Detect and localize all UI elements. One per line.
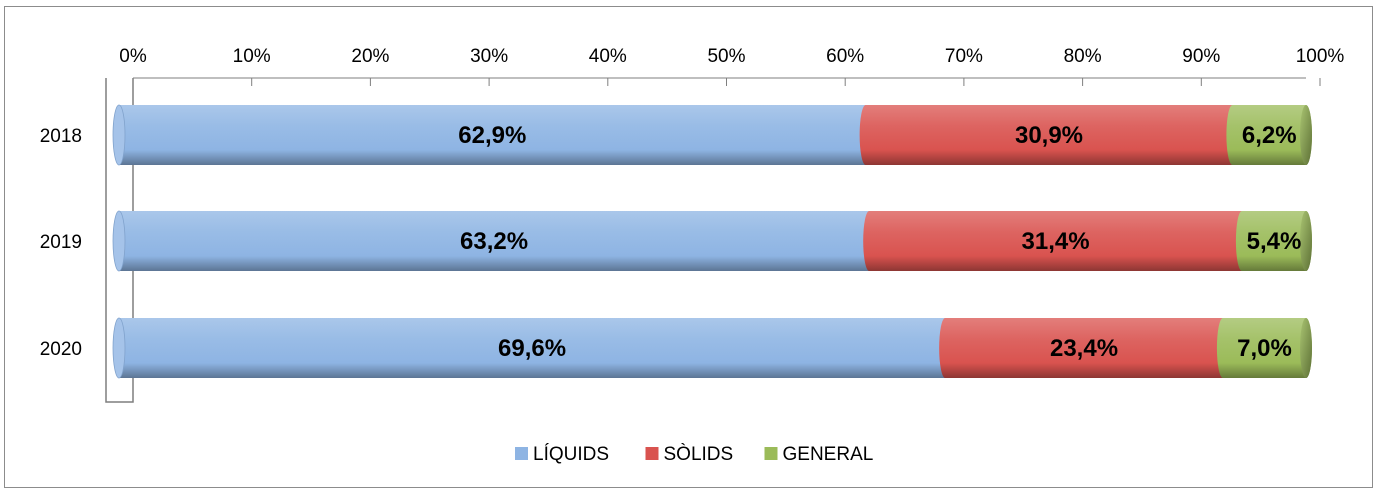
- data-label: 69,6%: [498, 335, 566, 362]
- bar-segment-general: [1226, 105, 1312, 166]
- data-label: 30,9%: [1015, 122, 1083, 149]
- bar-segment-líquids: [113, 105, 872, 166]
- x-tick-label: 90%: [1182, 46, 1220, 67]
- bar-segment-líquids: [113, 211, 876, 271]
- bar-left-cap: [112, 210, 126, 272]
- x-tick-label: 20%: [351, 46, 389, 67]
- bar-right-cap: [1300, 318, 1312, 378]
- legend-label: GENERAL: [783, 444, 874, 465]
- x-tick-label: 0%: [119, 46, 147, 67]
- legend-swatch-sòlids: [645, 447, 659, 460]
- category-label: 2018: [40, 126, 82, 147]
- legend-label: LÍQUIDS: [533, 444, 609, 465]
- bar-left-cap: [112, 104, 126, 166]
- legend-swatch-general: [764, 447, 778, 460]
- data-label: 31,4%: [1022, 228, 1090, 255]
- data-label: 23,4%: [1050, 335, 1118, 362]
- data-label: 5,4%: [1247, 228, 1302, 255]
- legend-swatch-líquids: [515, 447, 528, 460]
- bar-left-cap: [112, 317, 126, 379]
- bar-segment-sòlids: [939, 318, 1229, 378]
- x-tick-label: 70%: [945, 46, 983, 67]
- bar-right-cap: [1300, 105, 1312, 165]
- data-label: 63,2%: [460, 228, 528, 255]
- category-label: 2019: [40, 232, 82, 253]
- x-tick-label: 40%: [589, 46, 627, 67]
- x-tick-label: 80%: [1064, 46, 1102, 67]
- data-label: 62,9%: [458, 122, 526, 149]
- data-label: 6,2%: [1242, 122, 1297, 149]
- x-tick-label: 10%: [233, 46, 271, 67]
- bar-segment-general: [1216, 318, 1312, 378]
- bar-segment-líquids: [113, 318, 952, 378]
- bar-segment-sòlids: [863, 211, 1248, 271]
- data-label: 7,0%: [1237, 335, 1292, 362]
- x-tick-label: 50%: [707, 46, 745, 67]
- category-label: 2020: [40, 339, 82, 360]
- bar-segment-general: [1235, 211, 1312, 271]
- x-tick-label: 30%: [470, 46, 508, 67]
- legend-label: SÒLIDS: [664, 443, 734, 465]
- bar-segment-sòlids: [859, 105, 1239, 166]
- x-tick-label: 100%: [1296, 46, 1345, 67]
- x-tick-label: 60%: [826, 46, 864, 67]
- bar-right-cap: [1300, 211, 1312, 271]
